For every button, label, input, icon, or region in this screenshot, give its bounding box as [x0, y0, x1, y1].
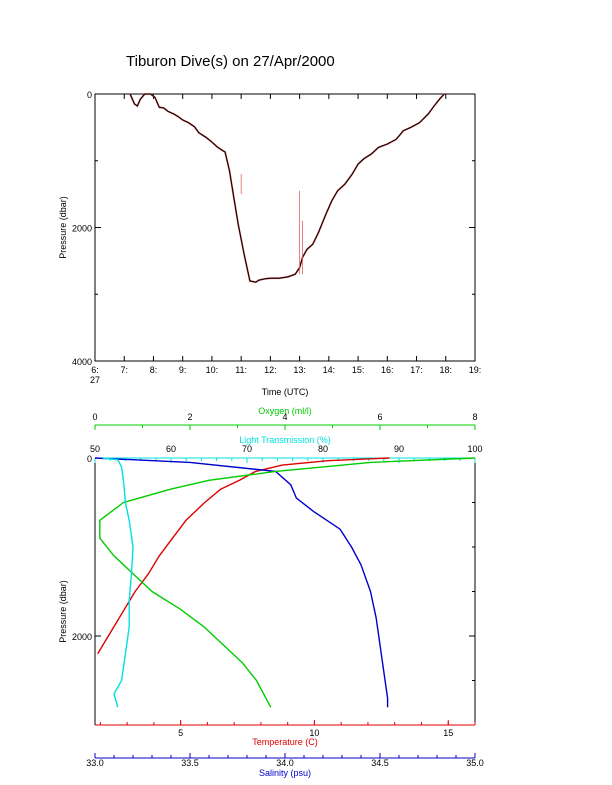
dive-track-line — [129, 93, 445, 283]
chart-title: Tiburon Dive(s) on 27/Apr/2000 — [126, 53, 335, 70]
light_transmission-tick-label: 80 — [318, 444, 328, 454]
x-tick-label: 6: — [91, 365, 99, 375]
y-axis-label: Pressure (dbar) — [58, 580, 68, 643]
light_transmission-tick-label: 50 — [90, 444, 100, 454]
x-tick-label: 11: — [235, 365, 247, 375]
oxygen-tick-label: 2 — [187, 412, 192, 422]
temperature-axis-label: Temperature (C) — [252, 737, 318, 747]
light_transmission-tick-label: 90 — [394, 444, 404, 454]
temperature-tick-label: 5 — [178, 728, 183, 738]
salinity-axis-label: Salinity (psu) — [259, 768, 311, 778]
temperature-tick-label: 15 — [443, 728, 453, 738]
oxygen-profile-line — [99, 457, 476, 708]
temperature-profile-line — [97, 457, 390, 655]
salinity-tick-label: 34.0 — [276, 758, 294, 768]
x-tick-label: 19: — [469, 365, 482, 375]
dive-track-highlight — [129, 93, 445, 284]
x-tick-label: 13: — [293, 365, 306, 375]
x-tick-label: 10: — [206, 365, 219, 375]
dive-track-chart: 6: 7: 8: 9: 10: 11: 12: 13: 14: 15: 16: 17: 18: 19: 27… — [58, 90, 481, 397]
x-tick-label: 8: — [150, 365, 158, 375]
ctd-profile-chart: 0 2000 Pressure (dbar) 0 2 4 6 8 Oxygen (ml/l) 50… — [58, 406, 484, 778]
x-tick-label: 14: — [323, 365, 336, 375]
x-tick-label: 12: — [264, 365, 277, 375]
y-tick-label: 2000 — [72, 632, 92, 642]
x-tick-label: 7: — [120, 365, 128, 375]
x-subtick-label: 27 — [90, 375, 100, 385]
light_transmission-tick-label: 60 — [166, 444, 176, 454]
x-tick-label: 16: — [381, 365, 394, 375]
salinity-tick-label: 33.0 — [86, 758, 104, 768]
salinity-tick-label: 35.0 — [466, 758, 484, 768]
y-tick-label: 0 — [87, 90, 92, 100]
plot-frame — [94, 93, 476, 362]
light_transmission-tick-label: 70 — [242, 444, 252, 454]
y-tick-label: 0 — [87, 454, 92, 464]
salinity-tick-label: 34.5 — [371, 758, 389, 768]
y-axis-label: Pressure (dbar) — [58, 196, 68, 259]
oxygen-axis-label: Oxygen (ml/l) — [258, 406, 312, 416]
y-tick-label: 4000 — [72, 357, 92, 367]
oxygen-tick-label: 0 — [92, 412, 97, 422]
y-tick-label: 2000 — [72, 224, 92, 234]
oxygen-tick-label: 6 — [377, 412, 382, 422]
x-tick-label: 17: — [410, 365, 423, 375]
salinity-profile-line — [94, 457, 389, 708]
light_transmission-tick-label: 100 — [467, 444, 482, 454]
x-axis-label: Time (UTC) — [262, 387, 309, 397]
x-tick-label: 9: — [179, 365, 187, 375]
x-tick-label: 18: — [440, 365, 453, 375]
temperature-tick-label: 10 — [309, 728, 319, 738]
x-tick-label: 15: — [352, 365, 365, 375]
salinity-tick-label: 33.5 — [181, 758, 199, 768]
light_transmission-axis-label: Light Transmission (%) — [239, 435, 331, 445]
oxygen-tick-label: 4 — [282, 412, 287, 422]
oxygen-tick-label: 8 — [472, 412, 477, 422]
light_transmission-profile-line — [102, 457, 134, 708]
